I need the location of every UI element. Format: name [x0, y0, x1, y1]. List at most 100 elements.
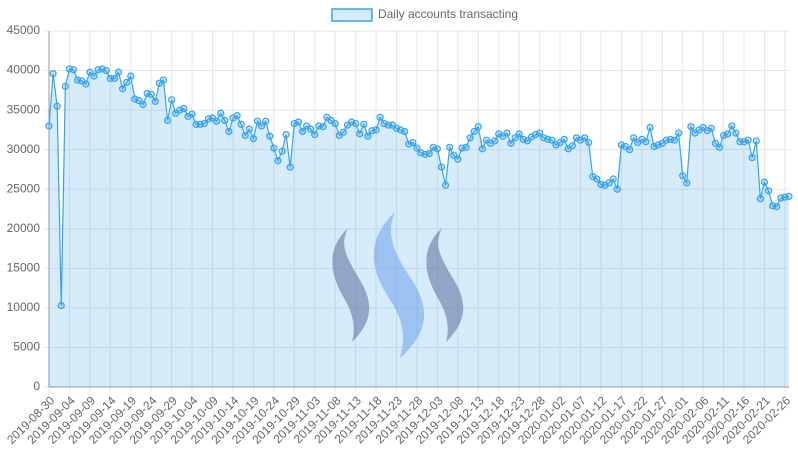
point — [286, 163, 294, 171]
point — [560, 135, 568, 143]
point — [585, 138, 593, 147]
point — [568, 142, 576, 150]
point — [139, 100, 147, 109]
point — [454, 155, 462, 163]
point — [401, 127, 409, 136]
y-tick-label: 45000 — [7, 23, 41, 37]
point — [200, 119, 208, 128]
point — [760, 178, 769, 186]
point — [49, 70, 57, 78]
point — [61, 82, 69, 90]
point — [752, 137, 760, 145]
y-tick-label: 35000 — [7, 102, 41, 116]
point — [642, 138, 650, 146]
point — [491, 137, 499, 145]
y-tick-label: 40000 — [7, 63, 41, 77]
point — [756, 195, 764, 203]
point — [253, 117, 262, 125]
point — [118, 85, 127, 93]
point — [437, 163, 446, 171]
legend-swatch — [331, 8, 373, 22]
point — [732, 129, 740, 137]
point — [679, 172, 687, 180]
point — [715, 143, 724, 151]
point — [45, 122, 53, 130]
point — [474, 123, 482, 131]
point — [270, 144, 278, 152]
point — [225, 127, 233, 136]
point — [339, 128, 347, 136]
point — [127, 72, 135, 80]
point — [114, 68, 123, 76]
y-tick-label: 15000 — [7, 261, 41, 275]
point — [262, 117, 270, 125]
point — [515, 130, 523, 138]
point — [241, 131, 249, 140]
point — [548, 136, 556, 144]
point — [110, 74, 119, 83]
point — [425, 150, 433, 158]
point — [274, 157, 282, 165]
point — [441, 181, 450, 189]
point — [744, 136, 752, 144]
point — [356, 130, 364, 138]
y-tick-label: 25000 — [7, 181, 41, 195]
point — [446, 143, 454, 151]
point — [221, 116, 229, 124]
point — [724, 130, 732, 138]
point — [294, 118, 302, 126]
point — [364, 132, 372, 140]
point — [147, 90, 155, 98]
point — [233, 112, 241, 120]
watermark — [332, 212, 464, 358]
area — [49, 68, 789, 387]
point — [311, 131, 319, 139]
y-tick-label: 5000 — [13, 340, 40, 354]
point — [630, 134, 638, 142]
point — [503, 129, 511, 137]
point — [168, 96, 176, 104]
legend: Daily accounts transacting — [331, 7, 518, 22]
y-tick-label: 0 — [33, 379, 40, 393]
point — [237, 120, 245, 128]
point — [57, 301, 65, 310]
point — [360, 120, 368, 128]
point — [613, 185, 621, 193]
point — [188, 110, 196, 118]
point — [646, 123, 654, 132]
point — [266, 132, 274, 140]
point — [82, 80, 90, 88]
point — [466, 134, 474, 142]
y-tick-label: 30000 — [7, 142, 41, 156]
point — [593, 175, 601, 183]
point — [298, 127, 307, 136]
point — [69, 66, 78, 74]
point — [478, 145, 486, 153]
point — [102, 66, 110, 75]
point — [409, 138, 417, 147]
point — [707, 124, 715, 132]
point — [609, 175, 617, 183]
point — [413, 144, 421, 152]
point — [319, 123, 327, 131]
point — [675, 129, 683, 137]
point — [670, 136, 679, 144]
point — [278, 147, 286, 155]
point — [683, 179, 691, 187]
point — [217, 109, 225, 117]
point — [180, 104, 188, 113]
point — [372, 126, 380, 134]
point — [352, 119, 360, 128]
y-tick-label: 10000 — [7, 300, 41, 314]
point — [249, 134, 258, 143]
point — [151, 97, 159, 106]
point — [764, 187, 773, 195]
point — [213, 117, 221, 125]
point — [245, 125, 253, 133]
point — [53, 102, 61, 110]
point — [728, 122, 736, 130]
point — [580, 134, 589, 142]
point — [785, 192, 793, 200]
point — [433, 145, 441, 153]
